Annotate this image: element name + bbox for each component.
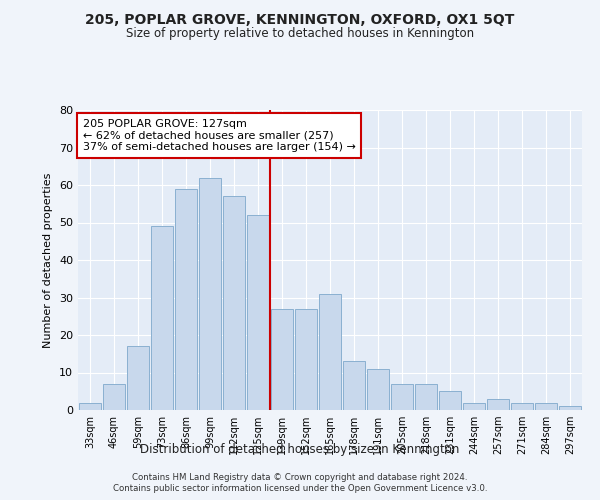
Bar [511,402,533,410]
Bar [151,226,173,410]
Bar [271,308,293,410]
Bar [295,308,317,410]
Bar [487,399,509,410]
Bar [391,384,413,410]
Bar [367,369,389,410]
Text: 205 POPLAR GROVE: 127sqm
← 62% of detached houses are smaller (257)
37% of semi-: 205 POPLAR GROVE: 127sqm ← 62% of detach… [83,119,356,152]
Bar [199,178,221,410]
Y-axis label: Number of detached properties: Number of detached properties [43,172,53,348]
Text: Distribution of detached houses by size in Kennington: Distribution of detached houses by size … [140,442,460,456]
Text: 205, POPLAR GROVE, KENNINGTON, OXFORD, OX1 5QT: 205, POPLAR GROVE, KENNINGTON, OXFORD, O… [85,12,515,26]
Bar [79,402,101,410]
Text: Contains HM Land Registry data © Crown copyright and database right 2024.: Contains HM Land Registry data © Crown c… [132,472,468,482]
Text: Size of property relative to detached houses in Kennington: Size of property relative to detached ho… [126,28,474,40]
Bar [439,391,461,410]
Text: Contains public sector information licensed under the Open Government Licence v3: Contains public sector information licen… [113,484,487,493]
Bar [103,384,125,410]
Bar [319,294,341,410]
Bar [343,361,365,410]
Bar [559,406,581,410]
Bar [415,384,437,410]
Bar [247,215,269,410]
Bar [223,196,245,410]
Bar [175,188,197,410]
Bar [535,402,557,410]
Bar [463,402,485,410]
Bar [127,346,149,410]
